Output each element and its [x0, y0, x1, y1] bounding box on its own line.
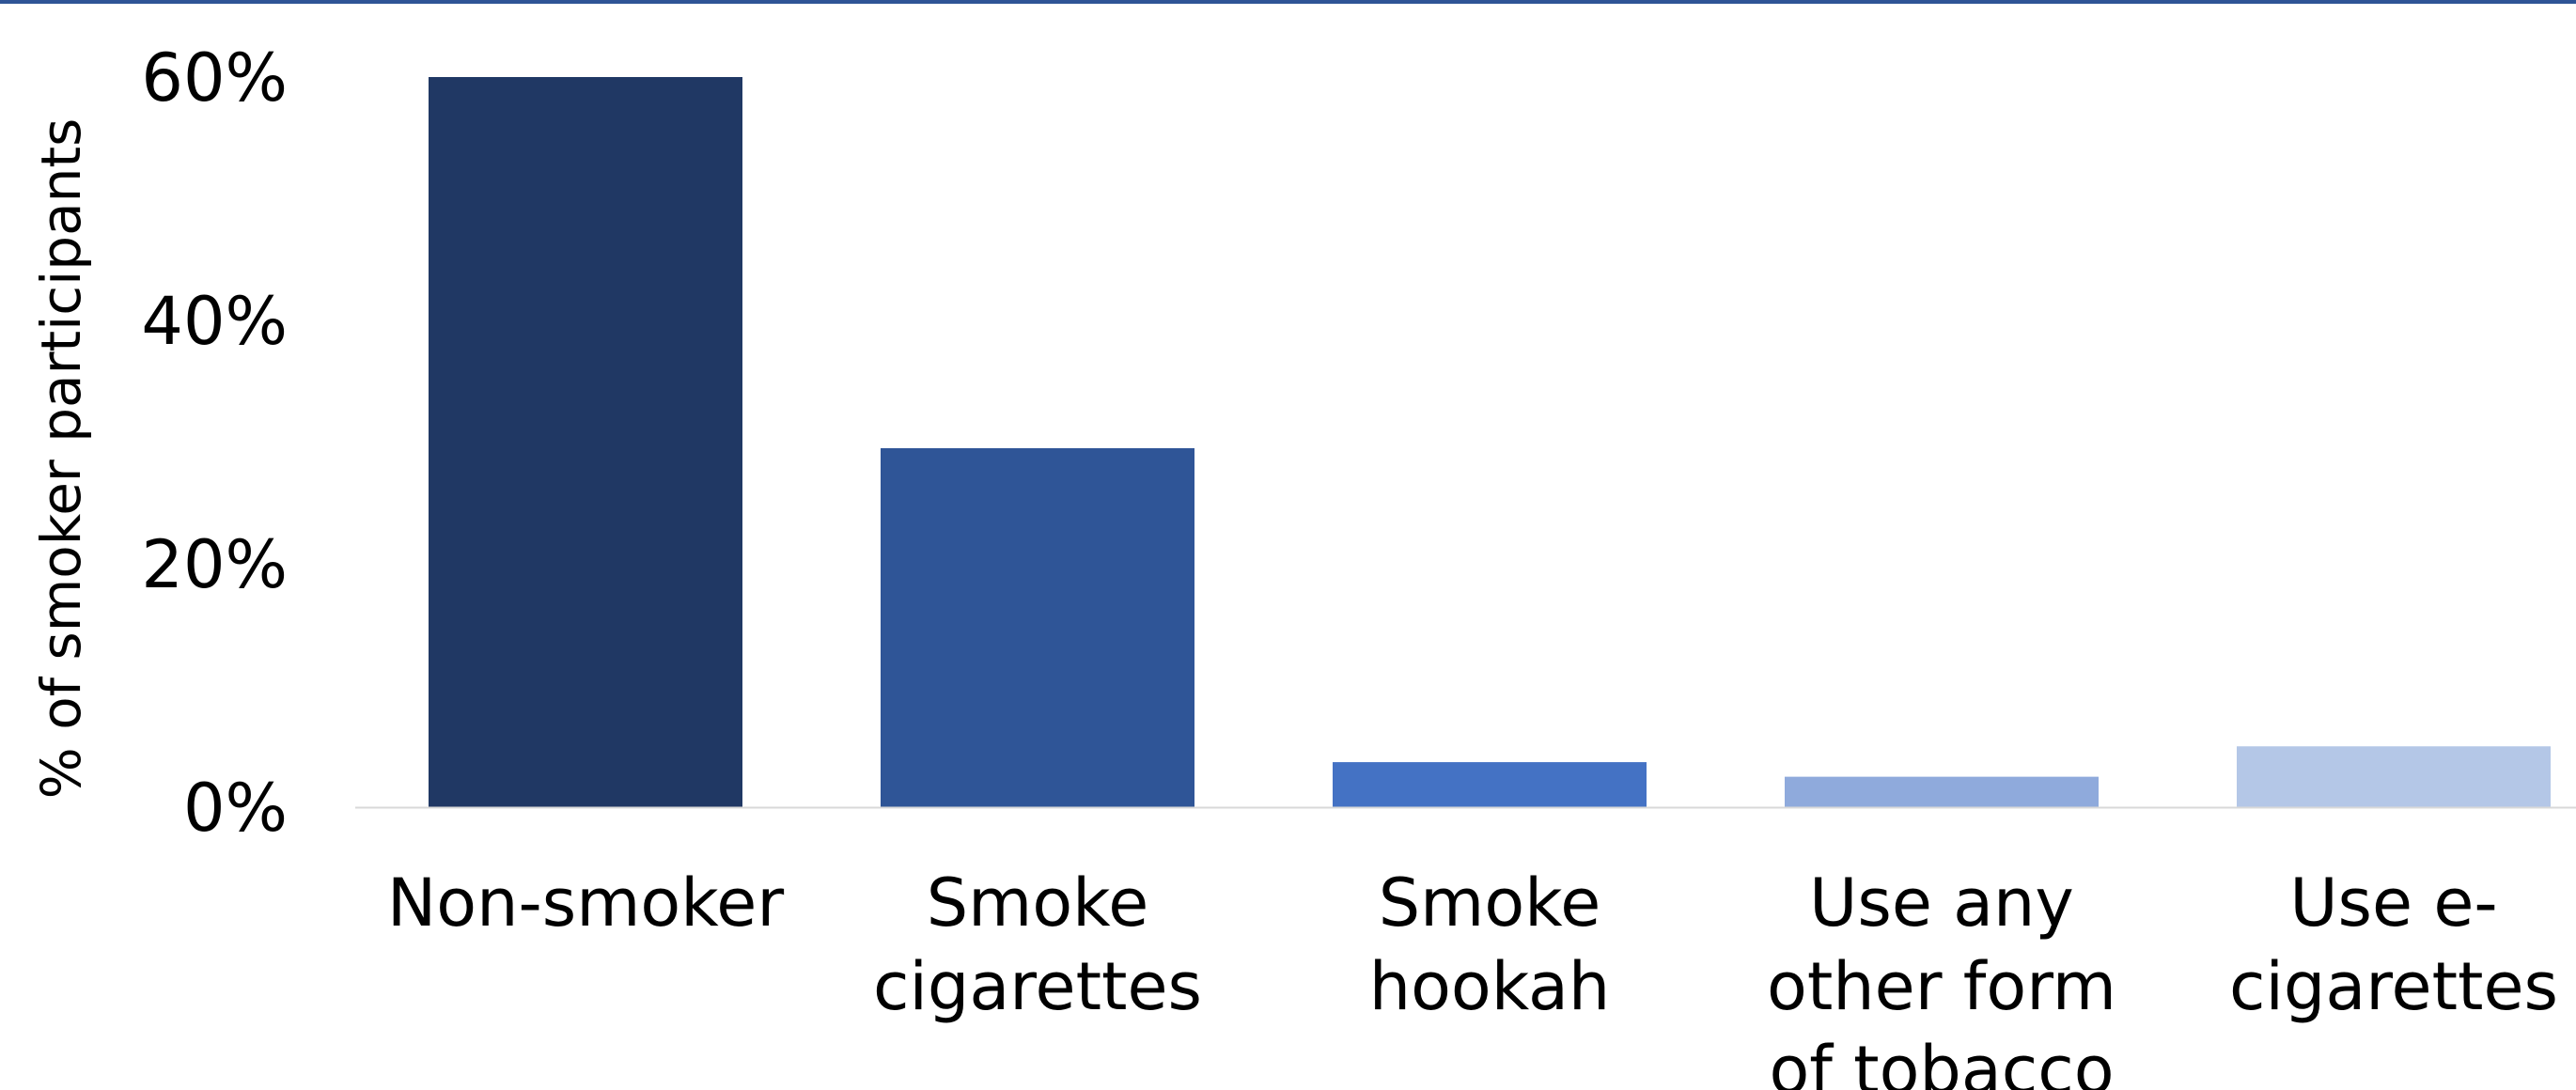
y-tick-label: 60%: [141, 39, 288, 117]
category-labels: Non-smoker Smoke cigarettes Smoke hookah Use …: [387, 864, 2558, 1090]
category-label: Smoke hookah: [1369, 864, 1611, 1025]
bar: [2237, 746, 2551, 807]
bar: [1785, 776, 2099, 807]
top-rule: [0, 0, 2576, 4]
bars: [429, 77, 2551, 807]
y-axis-ticks: 0% 20% 40% 60%: [141, 39, 288, 847]
bar: [881, 447, 1194, 807]
y-tick-label: 40%: [141, 283, 288, 360]
y-tick-label: 0%: [183, 770, 288, 847]
category-label: Smoke cigarettes: [873, 864, 1202, 1025]
category-label: Non-smoker: [387, 864, 784, 942]
category-label: Use any other form of tobacco: [1767, 864, 2116, 1090]
y-axis-title: % of smoker participants: [29, 118, 93, 800]
bar: [1333, 762, 1647, 807]
y-tick-label: 20%: [141, 526, 288, 603]
category-label: Use e-cigarettes: [2229, 864, 2558, 1025]
bar: [429, 77, 742, 807]
